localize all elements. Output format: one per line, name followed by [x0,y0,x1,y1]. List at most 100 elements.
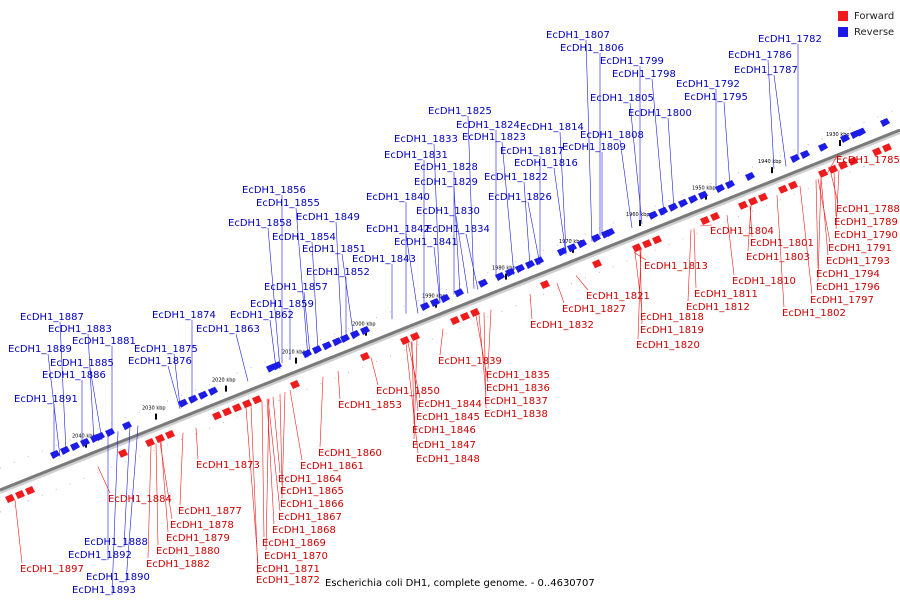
tick-label: 2000 kbp [352,322,376,328]
reverse-gene [648,210,658,220]
forward-gene [710,212,720,221]
forward-leader [556,283,565,304]
forward-gene [652,235,662,245]
reverse-gene-label: EcDH1_1854 [272,232,336,243]
reverse-gene [678,198,688,208]
forward-gene [145,438,155,447]
forward-leader [799,185,813,295]
reverse-leader [111,431,119,596]
reverse-gene-label: EcDH1_1857 [264,282,328,293]
reverse-gene [601,229,611,239]
axis-shadow [0,130,900,494]
forward-leader [261,401,265,538]
forward-gene [15,490,25,499]
forward-gene-label: EcDH1_1848 [416,454,480,465]
reverse-gene [454,288,464,298]
reverse-gene [591,233,601,243]
reverse-gene-label: EcDH1_1787 [734,65,798,76]
reverse-gene [577,239,587,249]
reverse-gene-label: EcDH1_1881 [72,336,136,347]
forward-leader [265,398,270,551]
forward-leader [267,398,281,512]
reverse-gene-label: EcDH1_1828 [414,162,478,173]
reverse-gene-label: EcDH1_1891 [14,394,78,405]
reverse-gene [800,150,810,159]
forward-leader [14,499,23,564]
reverse-gene-label: EcDH1_1795 [684,92,748,103]
forward-gene-label: EcDH1_1844 [418,399,482,410]
forward-gene-label: EcDH1_1877 [178,506,242,517]
forward-gene-label: EcDH1_1793 [826,256,890,267]
tick-label: 2010 kbp [282,350,306,356]
reverse-gene-label: EcDH1_1800 [628,108,692,119]
reverse-gene-label: EcDH1_1863 [196,324,260,335]
reverse-leader [527,201,541,265]
forward-leader [776,195,785,308]
reverse-gene [322,341,332,351]
forward-leader [147,445,152,559]
forward-gene-label: EcDH1_1861 [300,461,364,472]
forward-leader [281,391,286,499]
reverse-gene [332,337,342,347]
reverse-gene-label: EcDH1_1876 [128,356,192,367]
forward-gene-label: EcDH1_1797 [810,295,874,306]
forward-gene-label: EcDH1_1838 [484,409,548,420]
reverse-leader [267,227,281,369]
reverse-gene-label: EcDH1_1856 [242,185,306,196]
forward-gene [222,407,232,417]
forward-leader [97,466,111,494]
tick-label: 2030 kbp [142,406,166,412]
forward-gene-label: EcDH1_1813 [644,261,708,272]
reverse-gene-label: EcDH1_1852 [306,267,370,278]
forward-gene-label: EcDH1_1872 [256,575,320,586]
reverse-gene [420,302,430,311]
reverse-gene [340,334,350,343]
forward-gene-label: EcDH1_1802 [782,308,846,319]
forward-gene-label: EcDH1_1837 [484,396,548,407]
forward-gene [400,336,410,345]
tick-label: 1970 kbp [559,239,583,245]
forward-leader [478,314,487,396]
forward-gene-label: EcDH1_1812 [686,302,750,313]
forward-leader [817,177,822,282]
forward-leader [319,376,324,448]
reverse-leader [767,59,775,169]
reverse-gene-label: EcDH1_1889 [8,344,72,355]
forward-leader [370,357,379,386]
reverse-gene [478,278,488,288]
reverse-leader [269,319,277,369]
reverse-leader [619,139,633,229]
reverse-leader [501,141,515,276]
forward-gene [252,395,262,405]
forward-leader [575,275,589,291]
forward-gene-label: EcDH1_1847 [412,440,476,451]
forward-gene-label: EcDH1_1850 [376,386,440,397]
forward-leader [634,251,643,312]
reverse-gene [505,268,515,277]
reverse-leader [235,333,249,382]
reverse-gene-label: EcDH1_1840 [366,192,430,203]
forward-gene-label: EcDH1_1869 [262,538,326,549]
forward-gene [828,164,838,174]
reverse-gene-label: EcDH1_1834 [426,224,490,235]
forward-leader [250,405,259,575]
forward-leader [687,229,692,302]
reverse-gene-label: EcDH1_1875 [134,344,198,355]
tick-label: 2040 kbp [72,434,96,440]
reverse-gene [70,442,80,451]
reverse-gene-label: EcDH1_1841 [394,237,458,248]
forward-leader [747,205,752,252]
forward-leader [529,293,533,320]
reverse-gene-label: EcDH1_1807 [546,30,610,41]
reverse-gene [350,330,360,339]
forward-gene [848,156,858,166]
reverse-gene-label: EcDH1_1859 [250,299,314,310]
tick-label: 1950 kbp [692,186,716,192]
forward-leader [815,179,819,269]
reverse-gene [688,194,698,204]
reverse-gene-label: EcDH1_1806 [560,43,624,54]
reverse-gene-label: EcDH1_1858 [228,218,292,229]
reverse-gene-label: EcDH1_1890 [86,572,150,583]
reverse-gene-label: EcDH1_1830 [416,206,480,217]
